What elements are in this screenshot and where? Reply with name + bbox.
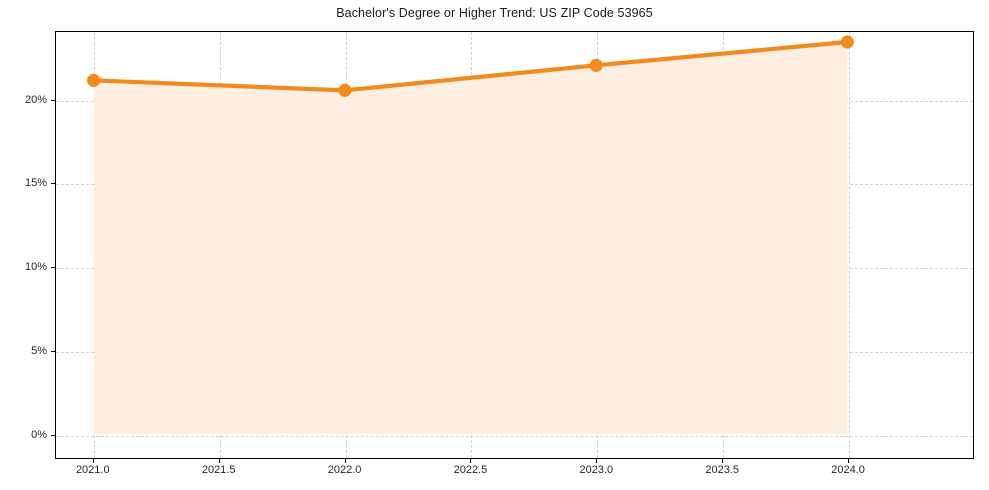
x-tick-mark [218, 459, 220, 463]
x-tick-label: 2024.0 [831, 464, 865, 476]
y-axis-tick-labels: 0% 5% 10% 15% 20% [0, 31, 47, 459]
y-tick-label: 5% [31, 344, 47, 357]
y-axis-tick-marks [51, 31, 56, 459]
series-layer [87, 35, 854, 434]
y-tick-mark [51, 99, 55, 101]
x-tick-label: 2023.0 [579, 464, 614, 476]
gridline-x [849, 32, 851, 458]
data-point-marker[interactable] [589, 58, 603, 72]
gridline-y [56, 435, 973, 437]
x-tick-label: 2022.5 [453, 464, 488, 476]
data-point-marker[interactable] [840, 35, 854, 49]
data-point-marker[interactable] [338, 83, 352, 97]
y-tick-mark [51, 183, 55, 185]
plot-area [55, 31, 974, 459]
x-tick-mark [722, 459, 724, 463]
x-tick-mark [596, 459, 598, 463]
series-line [91, 39, 850, 93]
x-axis-tick-marks [55, 459, 974, 464]
x-tick-label: 2021.5 [201, 464, 236, 476]
x-axis-tick-labels: 2021.0 2021.5 2022.0 2022.5 2023.0 2023.5 2024… [55, 464, 974, 484]
area-fill [93, 42, 848, 434]
y-tick-label: 15% [24, 177, 47, 190]
plot-inner [56, 32, 973, 458]
y-tick-label: 10% [24, 261, 47, 274]
x-tick-mark [848, 459, 850, 463]
x-tick-label: 2021.0 [75, 464, 110, 476]
x-tick-mark [470, 459, 472, 463]
y-tick-label: 20% [24, 93, 47, 106]
y-tick-mark [51, 434, 55, 436]
x-tick-label: 2022.0 [327, 464, 362, 476]
data-point-marker[interactable] [87, 73, 101, 87]
chart-title: Bachelor's Degree or Higher Trend: US ZI… [336, 6, 653, 20]
y-tick-mark [51, 350, 55, 352]
x-tick-label: 2023.5 [705, 464, 740, 476]
x-tick-mark [344, 459, 346, 463]
y-tick-label: 0% [31, 428, 47, 441]
x-tick-mark [92, 459, 94, 463]
y-tick-mark [51, 267, 55, 269]
